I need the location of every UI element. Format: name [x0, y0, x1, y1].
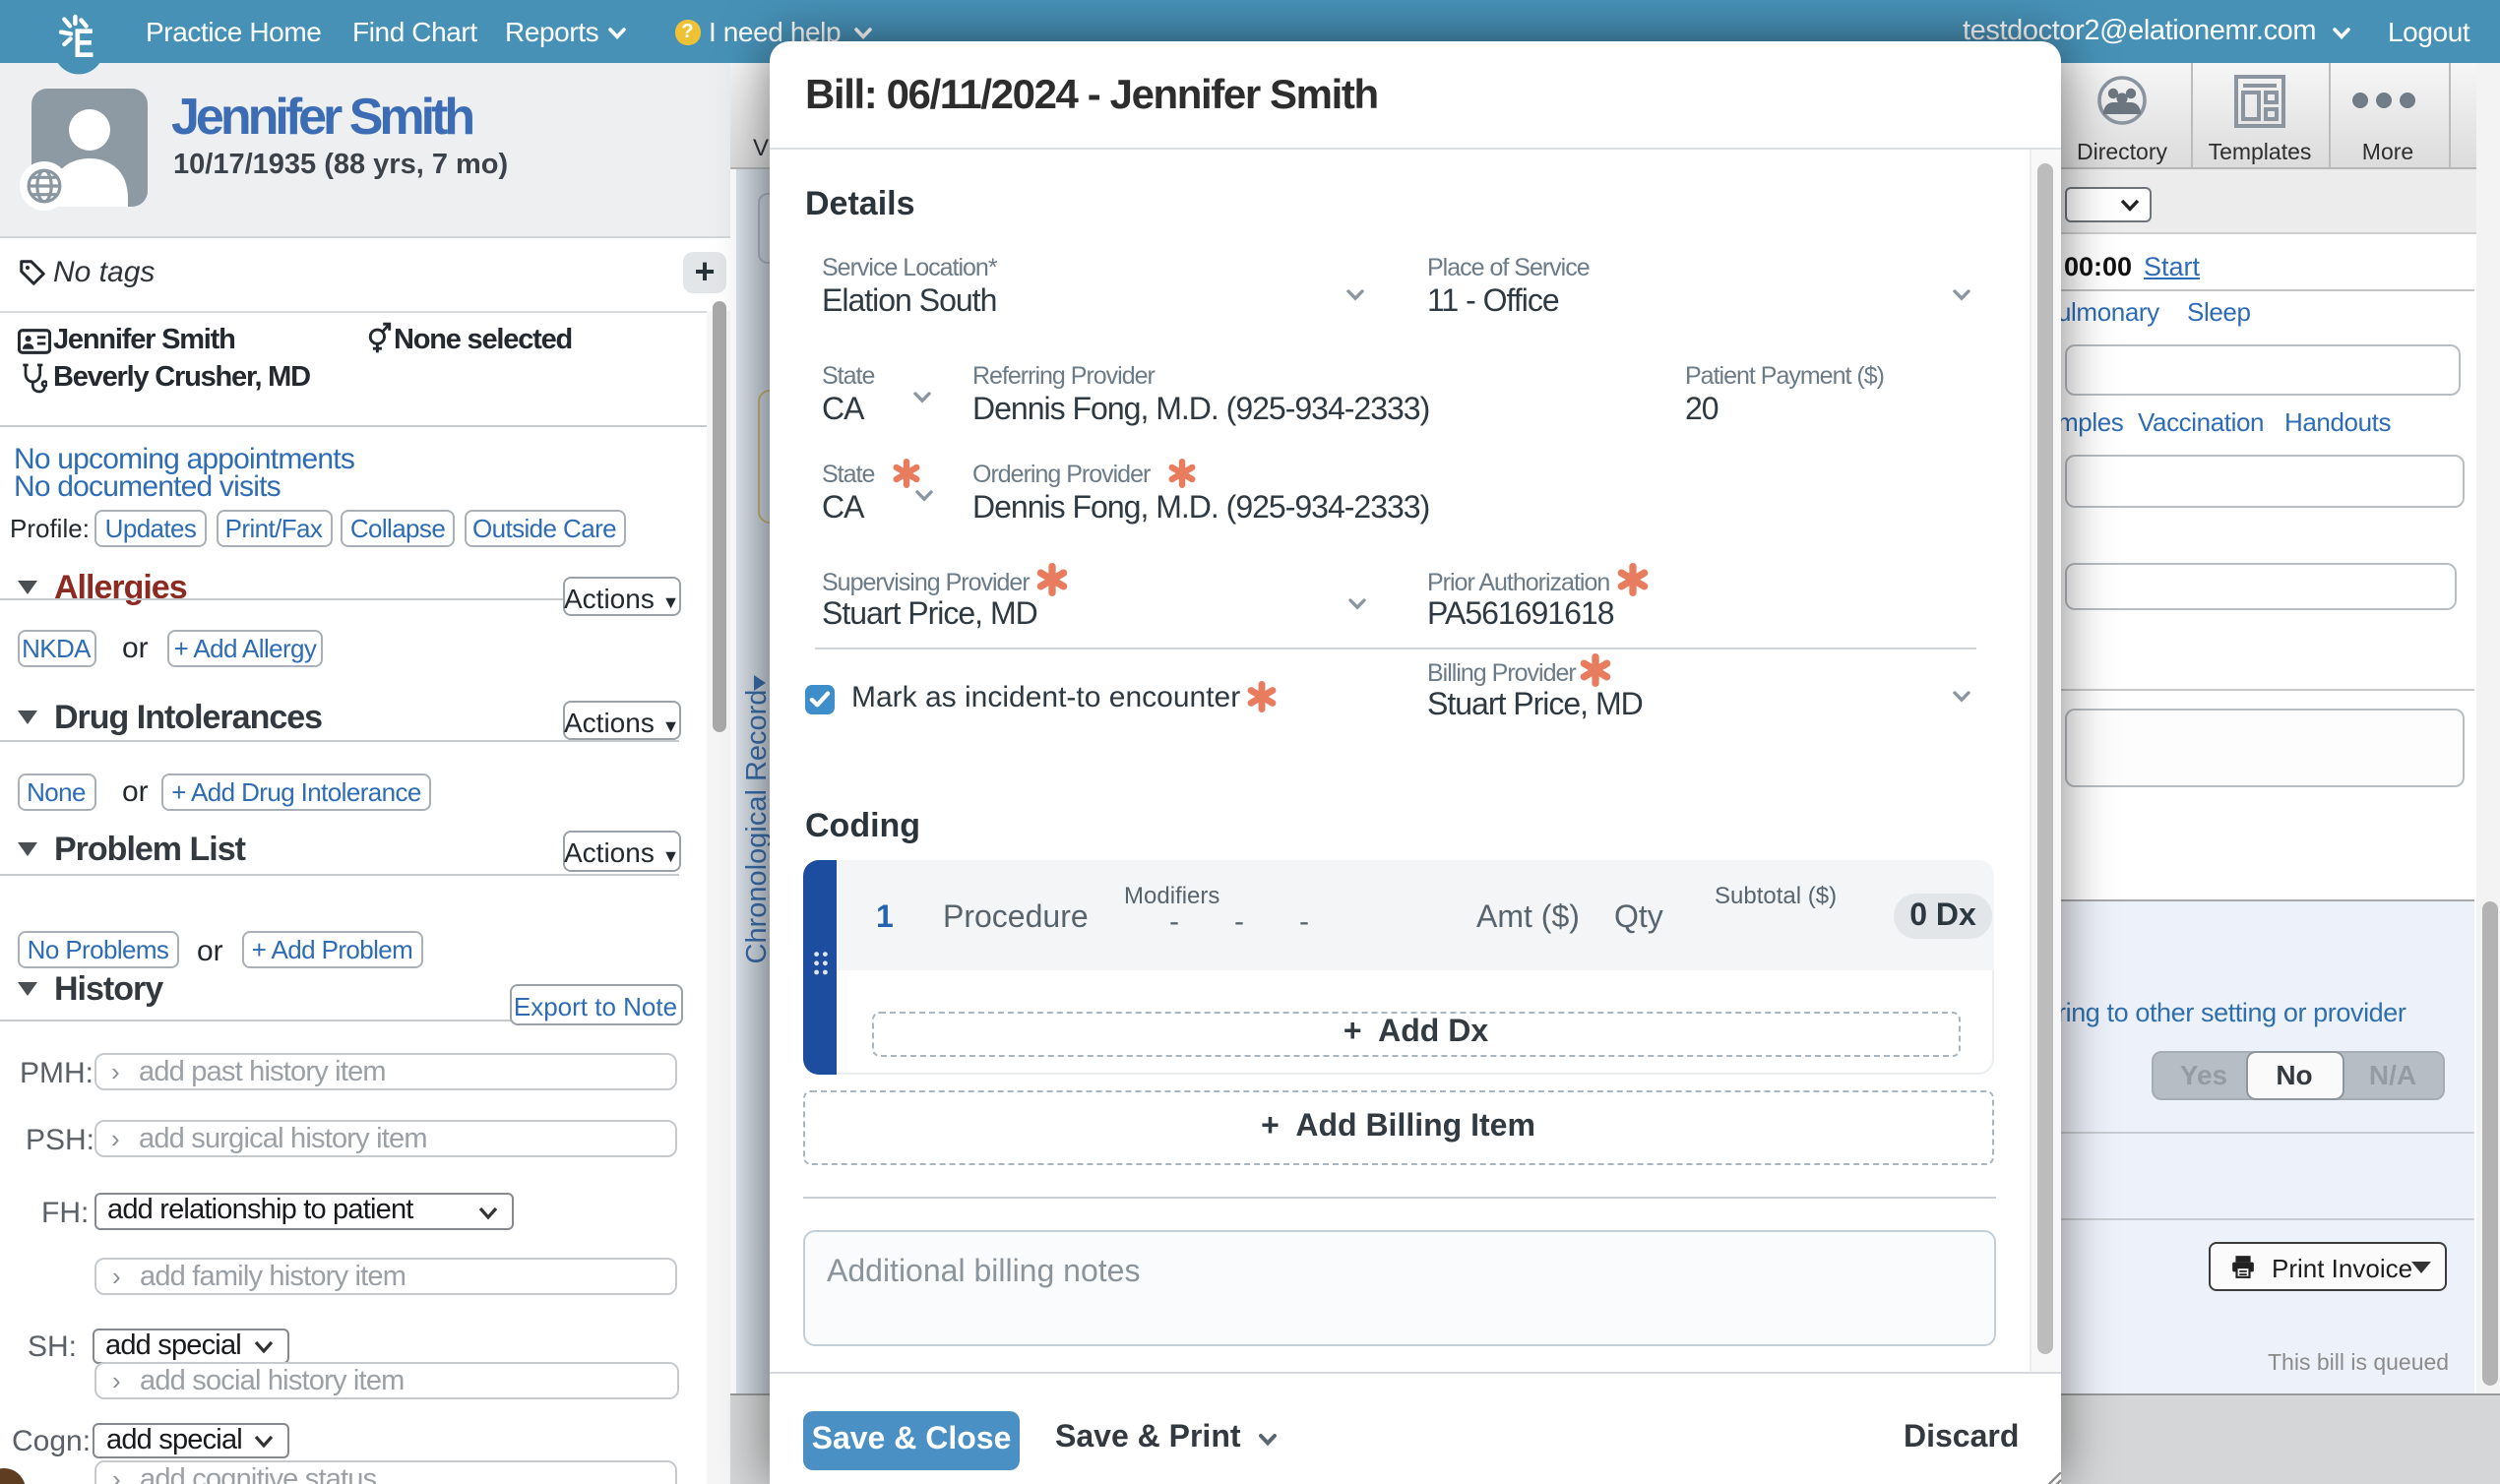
svg-text:E: E: [73, 20, 94, 66]
